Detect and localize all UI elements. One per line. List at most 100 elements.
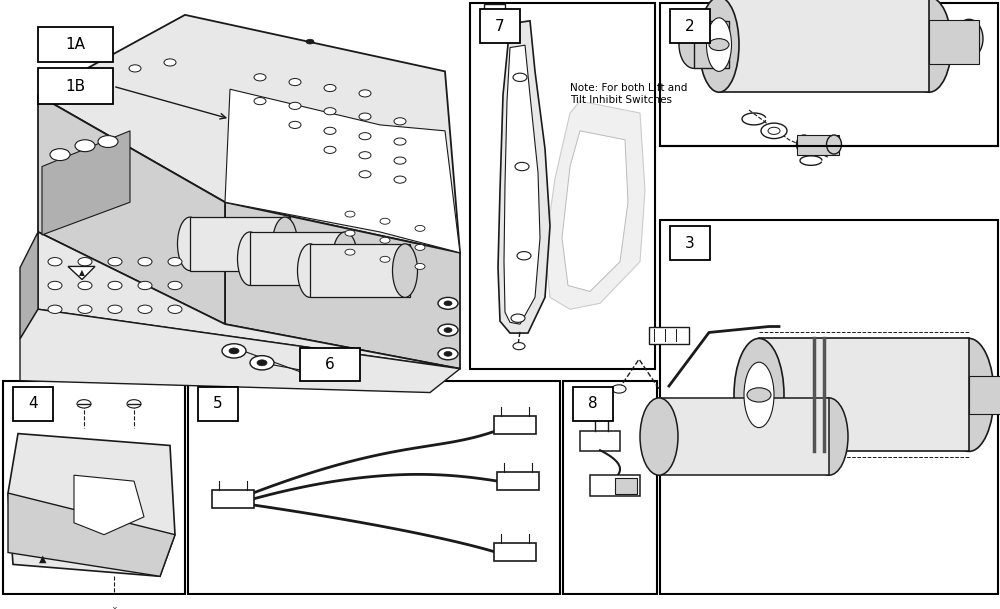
Bar — [494, 417, 536, 434]
Polygon shape — [38, 95, 225, 324]
Circle shape — [768, 127, 780, 135]
Circle shape — [48, 281, 62, 290]
Circle shape — [138, 258, 152, 266]
Bar — [3, 381, 185, 594]
Ellipse shape — [392, 244, 418, 297]
Circle shape — [222, 343, 246, 358]
Ellipse shape — [796, 135, 812, 154]
Ellipse shape — [944, 339, 994, 451]
Circle shape — [345, 211, 355, 217]
Circle shape — [444, 351, 452, 356]
Circle shape — [394, 157, 406, 164]
Circle shape — [168, 258, 182, 266]
Circle shape — [48, 258, 62, 266]
Circle shape — [254, 97, 266, 105]
Ellipse shape — [995, 376, 1000, 414]
Ellipse shape — [744, 362, 774, 428]
Bar — [670, 226, 710, 261]
Text: ▲: ▲ — [79, 268, 85, 277]
Circle shape — [380, 218, 390, 224]
Ellipse shape — [699, 0, 739, 92]
Ellipse shape — [706, 18, 732, 71]
Polygon shape — [38, 15, 460, 253]
Polygon shape — [38, 232, 460, 368]
Polygon shape — [8, 493, 175, 576]
Circle shape — [75, 139, 95, 152]
Polygon shape — [504, 45, 540, 324]
Bar — [190, 217, 290, 270]
Bar — [250, 232, 350, 286]
Circle shape — [257, 360, 267, 366]
Bar — [797, 135, 839, 155]
Bar — [660, 3, 998, 146]
Bar — [580, 431, 620, 451]
Ellipse shape — [734, 339, 784, 451]
Text: 7: 7 — [495, 19, 505, 33]
Bar — [660, 220, 998, 594]
Ellipse shape — [272, 217, 298, 270]
Circle shape — [444, 301, 452, 306]
Circle shape — [345, 230, 355, 236]
Bar — [497, 472, 539, 490]
Circle shape — [168, 305, 182, 314]
Circle shape — [108, 281, 122, 290]
Bar — [38, 68, 113, 104]
Bar — [198, 387, 238, 421]
Circle shape — [444, 328, 452, 333]
Bar — [759, 339, 969, 451]
Bar — [310, 244, 410, 297]
Text: 5: 5 — [213, 396, 223, 411]
Circle shape — [78, 305, 92, 314]
Bar — [670, 9, 710, 43]
Circle shape — [394, 176, 406, 183]
Circle shape — [229, 348, 239, 354]
Ellipse shape — [298, 244, 322, 297]
Circle shape — [513, 73, 527, 82]
Circle shape — [94, 74, 106, 81]
Circle shape — [289, 102, 301, 110]
Circle shape — [380, 238, 390, 243]
Circle shape — [394, 138, 406, 145]
Polygon shape — [545, 101, 645, 309]
Circle shape — [438, 297, 458, 309]
Polygon shape — [20, 309, 460, 393]
Circle shape — [394, 118, 406, 125]
Bar — [470, 3, 655, 368]
Text: 6: 6 — [325, 357, 335, 371]
Bar — [573, 387, 613, 421]
Ellipse shape — [332, 232, 358, 286]
Circle shape — [359, 133, 371, 139]
Text: 4: 4 — [28, 396, 38, 411]
Circle shape — [108, 258, 122, 266]
Circle shape — [415, 244, 425, 250]
Circle shape — [48, 305, 62, 314]
Bar — [300, 348, 360, 381]
Circle shape — [359, 113, 371, 120]
Circle shape — [127, 400, 141, 408]
Circle shape — [415, 264, 425, 269]
Ellipse shape — [178, 217, 202, 270]
Circle shape — [254, 74, 266, 81]
Ellipse shape — [955, 19, 983, 58]
Bar — [480, 9, 520, 43]
Circle shape — [324, 108, 336, 114]
Circle shape — [511, 314, 525, 322]
Bar — [929, 19, 979, 63]
Text: 8: 8 — [588, 396, 598, 411]
Circle shape — [138, 305, 152, 314]
Circle shape — [250, 356, 274, 370]
Bar — [694, 21, 729, 68]
Circle shape — [324, 85, 336, 91]
Circle shape — [324, 146, 336, 153]
Circle shape — [517, 252, 531, 260]
Text: 3: 3 — [685, 236, 695, 251]
Text: ▲: ▲ — [39, 554, 47, 563]
Circle shape — [289, 79, 301, 86]
Circle shape — [98, 136, 118, 147]
Bar — [13, 387, 53, 421]
Circle shape — [359, 171, 371, 178]
Bar — [649, 326, 689, 344]
Bar — [659, 398, 829, 475]
Circle shape — [747, 388, 771, 402]
Circle shape — [164, 59, 176, 66]
